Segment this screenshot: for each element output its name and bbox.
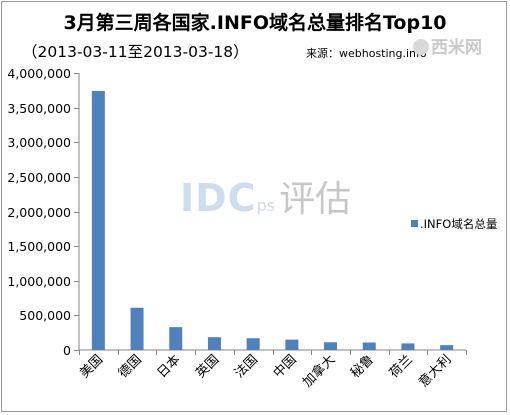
y-tick-label: 3,000,000 [7,135,71,150]
y-tick-label: 2,500,000 [7,170,71,185]
x-tick-label: 意大利 [416,352,455,391]
watermark-cn: 评估 [279,179,352,220]
bar [324,342,338,350]
source-note: 来源：webhosting.info [306,47,427,60]
bar [246,338,260,350]
chart-legend: .INFO域名总量 [411,216,497,232]
bar [169,327,183,350]
x-tick-label: 秘鲁 [348,352,377,381]
watermark: IDCps 评估 [180,170,351,222]
y-tick-label: 500,000 [19,308,71,323]
x-tick-label: 德国 [116,352,145,381]
bar [130,307,144,350]
y-tick-label: 4,000,000 [7,66,71,81]
chart-title: 3月第三周各国家.INFO域名总量排名Top10 [63,12,447,34]
x-tick-label: 日本 [155,352,184,381]
chart-subtitle: （2013-03-11至2013-03-18） [22,43,249,61]
bar [91,91,105,350]
x-tick-label: 法国 [232,352,261,381]
legend-swatch [411,220,418,227]
x-tick-label: 美国 [77,352,106,381]
x-tick-label: 中国 [271,352,300,381]
y-tick-label: 1,500,000 [7,239,71,254]
y-tick-label: 0 [63,343,71,358]
watermark-ps: ps [256,196,276,215]
site-logo: 西米网 [413,33,482,58]
bar [362,342,376,350]
logo-text: 西米网 [431,38,482,58]
watermark-idc: IDC [180,176,257,220]
bar [401,343,415,350]
y-tick-label: 3,500,000 [7,101,71,116]
x-tick-label: 英国 [193,352,222,381]
y-tick-label: 2,000,000 [7,205,71,220]
x-tick-label: 加拿大 [299,352,338,391]
y-tick-label: 1,000,000 [7,274,71,289]
bar [207,337,221,350]
logo-icon [413,39,429,55]
legend-label: .INFO域名总量 [420,217,498,231]
x-tick-label: 荷兰 [387,352,416,381]
bar [440,345,454,350]
bar [285,339,299,350]
